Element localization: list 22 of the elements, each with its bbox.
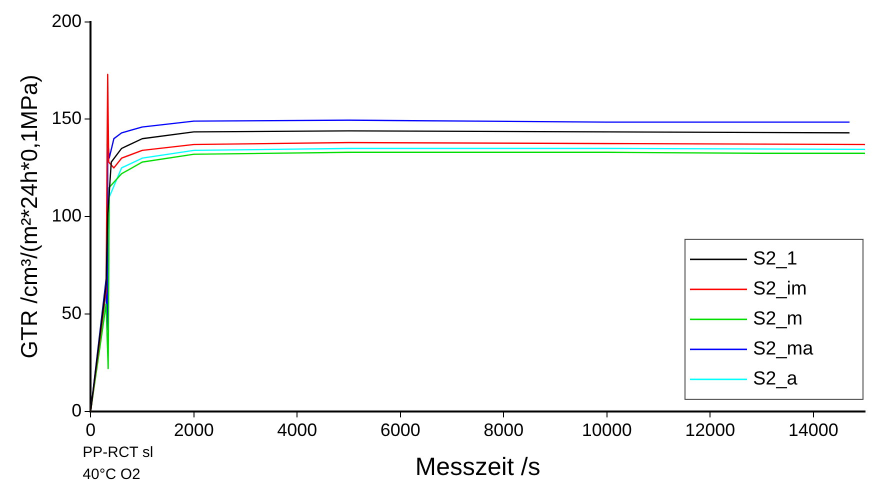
y-axis-title: GTR /cm³/(m²*24h*0,1MPa) (16, 74, 42, 358)
x-tick-label: 4000 (277, 420, 318, 440)
y-tick-label: 100 (52, 206, 82, 226)
y-tick-label: 150 (52, 108, 82, 128)
y-tick-label: 50 (62, 302, 82, 323)
legend-label: S2_m (753, 308, 803, 330)
legend-label: S2_1 (753, 248, 798, 270)
x-tick-label: 6000 (380, 420, 420, 440)
x-tick-label: 0 (86, 420, 96, 440)
x-tick-label: 8000 (484, 420, 524, 440)
x-tick-label: 10000 (582, 420, 632, 440)
text: 40°C O2 (82, 466, 140, 484)
x-tick-label: 12000 (685, 420, 736, 440)
x-tick-label: 2000 (174, 420, 214, 440)
x-tick-label: 14000 (788, 420, 838, 440)
legend-label: S2_ma (753, 338, 814, 360)
legend-label: S2_a (753, 368, 798, 390)
y-tick-label: 200 (52, 10, 82, 31)
text: PP-RCT sl (82, 444, 154, 462)
legend-label: S2_im (753, 278, 807, 300)
x-axis-title: Messzeit /s (415, 452, 540, 481)
y-tick-label: 0 (72, 400, 82, 420)
